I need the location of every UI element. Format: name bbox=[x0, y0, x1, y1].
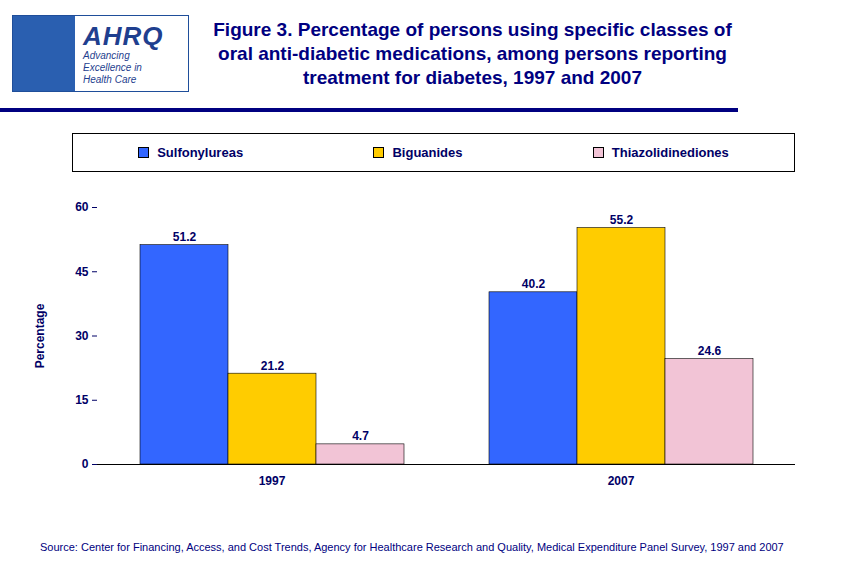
html-text:Sulfonylureas: Sulfonylureas bbox=[157, 145, 244, 160]
svg-text:15: 15 bbox=[75, 393, 89, 407]
html-text:Thiazolidinediones: Thiazolidinediones bbox=[611, 145, 729, 160]
svg-text:Percentage: Percentage bbox=[33, 303, 47, 368]
svg-text:2007: 2007 bbox=[608, 474, 635, 488]
html-text:Source: Center for Financing,: Source: Center for Financing, Access, an… bbox=[40, 541, 784, 553]
html-text:Biguanides: Biguanides bbox=[392, 145, 463, 160]
html-text:Figure 3. Percentage of person: Figure 3. Percentage of persons using sp… bbox=[213, 19, 732, 88]
html-text:AHRQ: AHRQ bbox=[83, 21, 164, 51]
svg-text:21.2: 21.2 bbox=[261, 359, 285, 373]
svg-text:45: 45 bbox=[75, 265, 89, 279]
svg-text:24.6: 24.6 bbox=[698, 344, 722, 358]
svg-text:51.2: 51.2 bbox=[173, 230, 197, 244]
svg-text:0: 0 bbox=[82, 457, 89, 471]
svg-text:40.2: 40.2 bbox=[522, 277, 546, 291]
svg-text:30: 30 bbox=[75, 329, 89, 343]
svg-text:4.7: 4.7 bbox=[352, 429, 369, 443]
svg-text:60: 60 bbox=[75, 200, 89, 214]
svg-text:55.2: 55.2 bbox=[610, 213, 634, 227]
svg-text:1997: 1997 bbox=[259, 474, 286, 488]
html-text:Advancing Excellence in Health: Advancing Excellence in Health Care bbox=[83, 50, 142, 85]
